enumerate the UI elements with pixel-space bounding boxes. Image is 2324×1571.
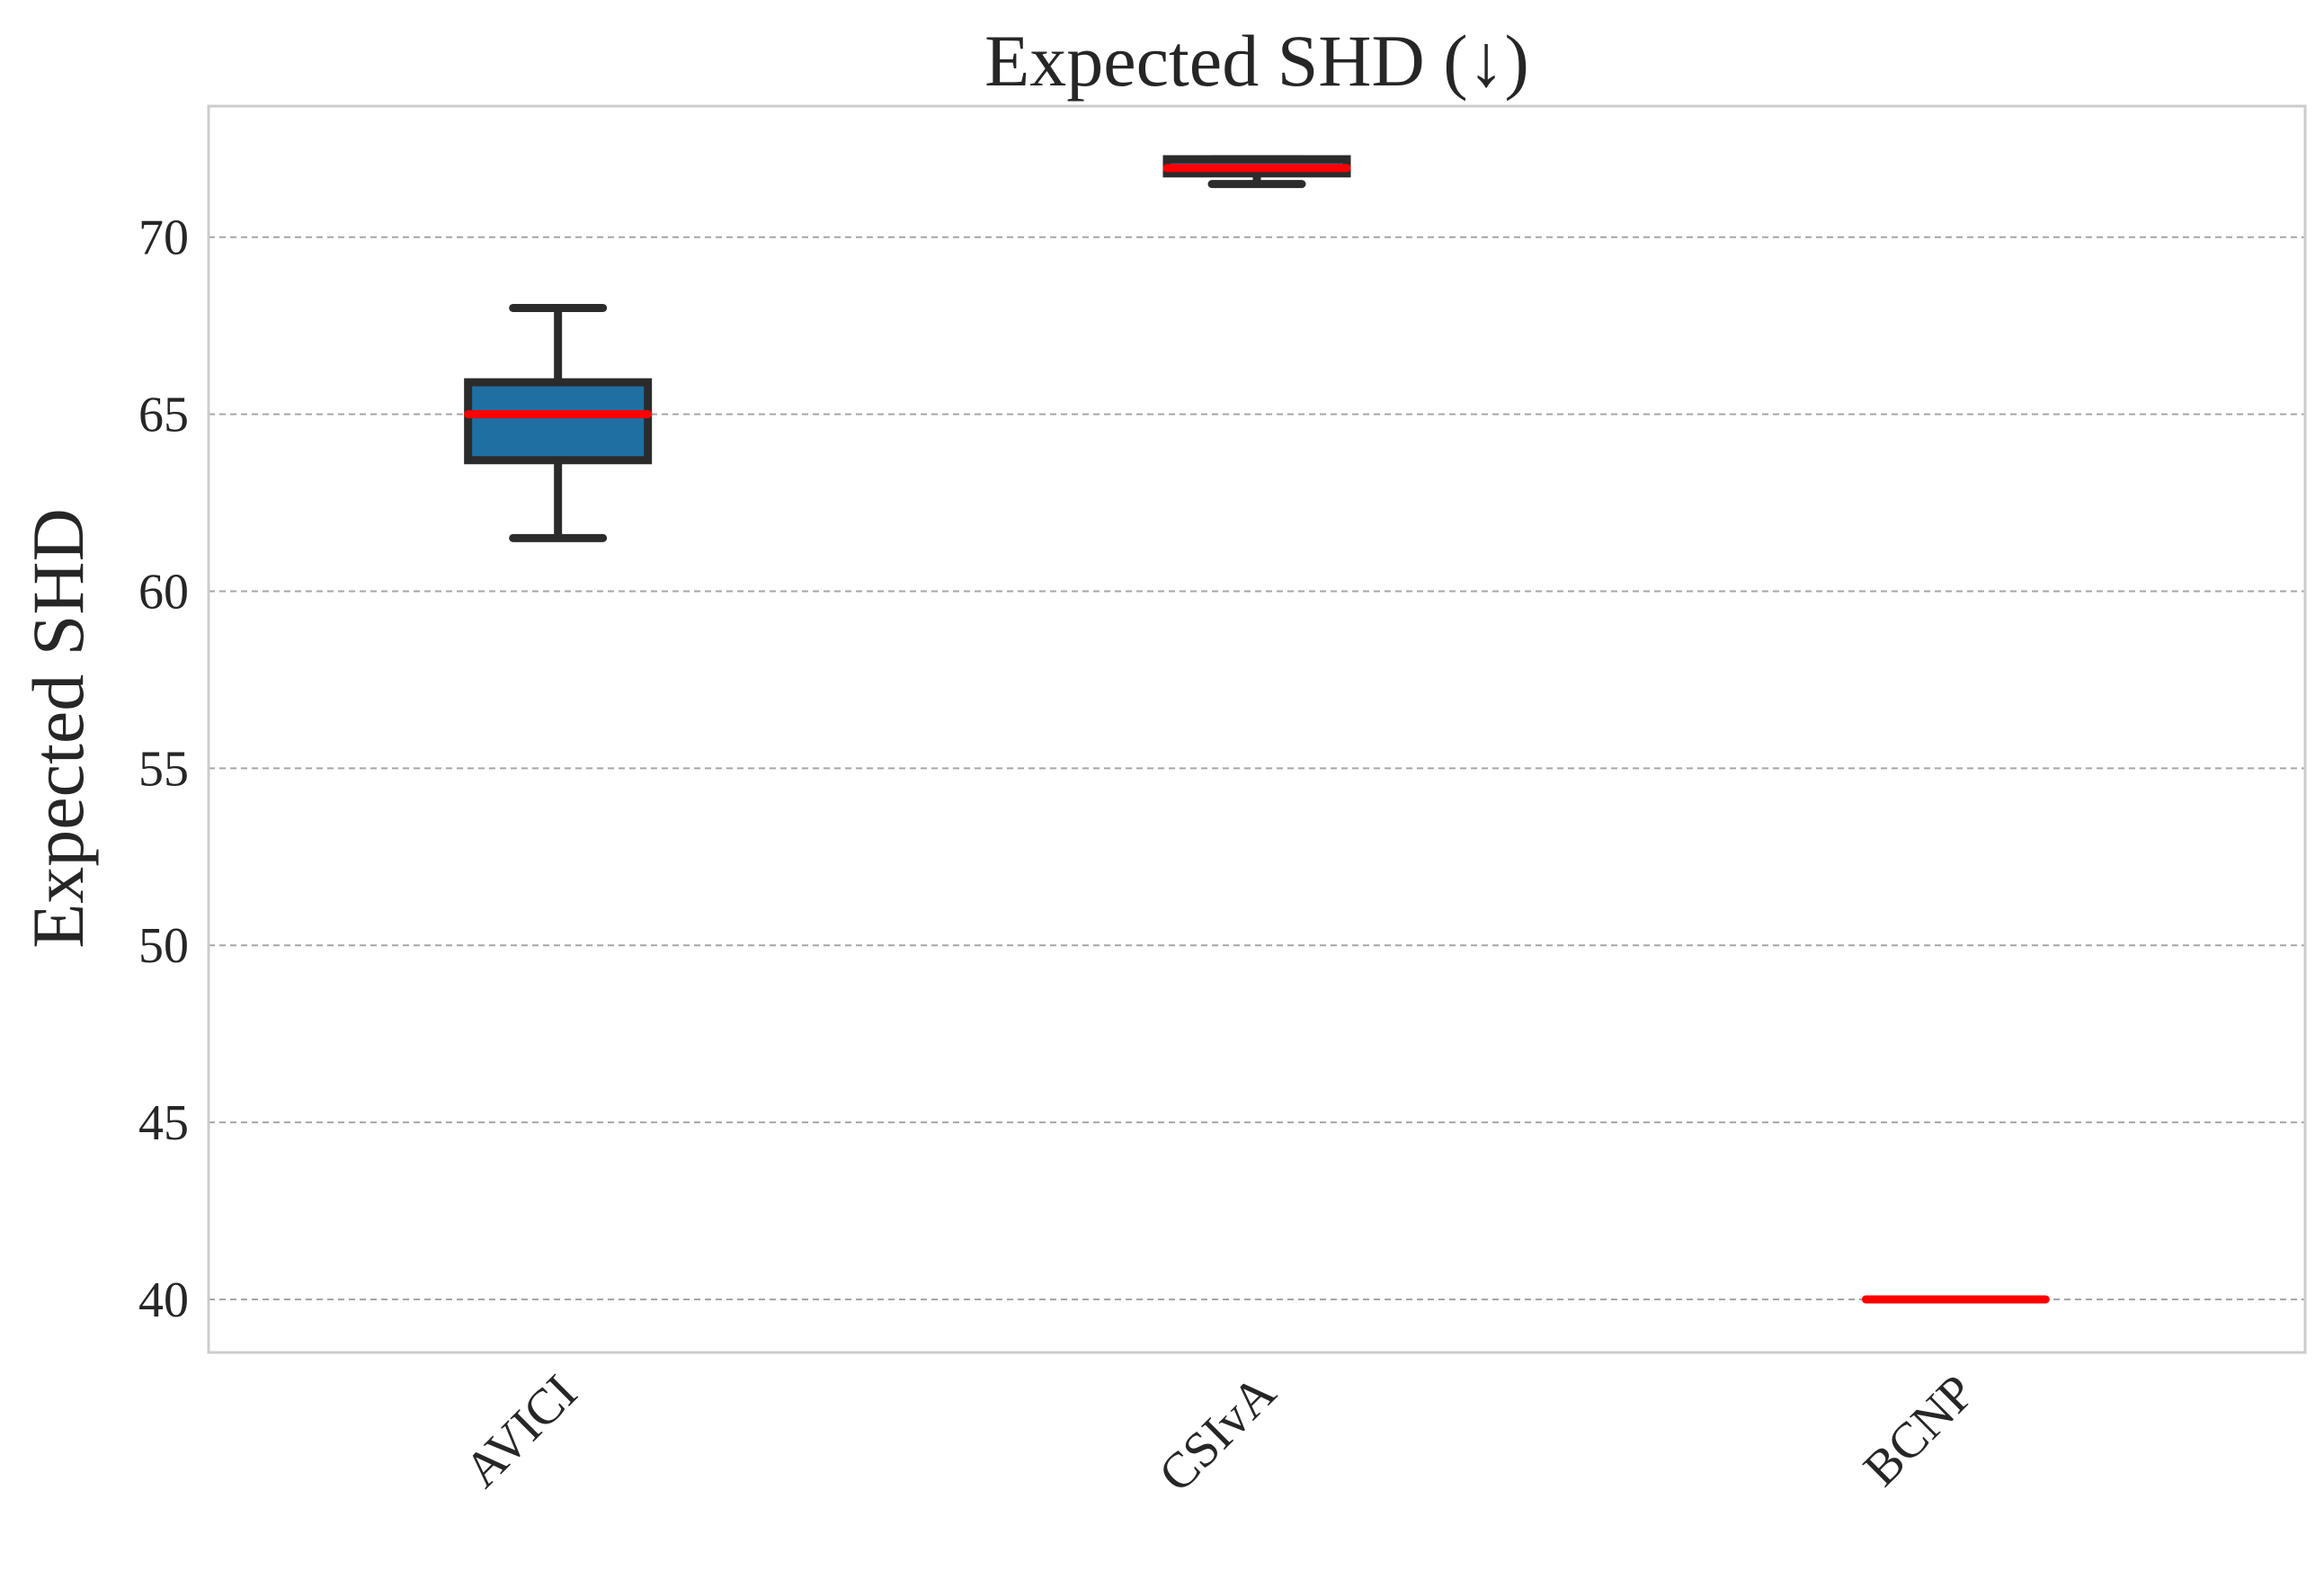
y-axis-label: Expected SHD — [17, 508, 99, 949]
y-tick-label-55: 55 — [138, 741, 189, 797]
grid-lines — [209, 236, 2305, 1300]
iqr-box — [464, 378, 653, 465]
plot-frame — [207, 104, 2307, 1354]
boxes — [464, 155, 2050, 1304]
y-axis-ticks: 40 45 50 55 60 65 70 — [138, 210, 189, 1328]
x-axis-ticks: AVICI CSIvA BCNP — [454, 1364, 1985, 1503]
y-tick-label-70: 70 — [138, 210, 189, 266]
x-tick-label-bcnp: BCNP — [1853, 1364, 1985, 1496]
y-tick-label-65: 65 — [138, 388, 189, 443]
chart-title: Expected SHD (↓) — [984, 20, 1529, 102]
y-tick-label-60: 60 — [138, 564, 189, 620]
x-tick-label-avici: AVICI — [454, 1364, 588, 1498]
box-avici — [464, 303, 653, 542]
box-csiva — [1162, 155, 1351, 189]
x-tick-label-csiva: CSIvA — [1148, 1364, 1287, 1503]
y-tick-label-50: 50 — [138, 918, 189, 974]
y-tick-label-40: 40 — [138, 1272, 189, 1328]
y-tick-label-45: 45 — [138, 1095, 189, 1151]
